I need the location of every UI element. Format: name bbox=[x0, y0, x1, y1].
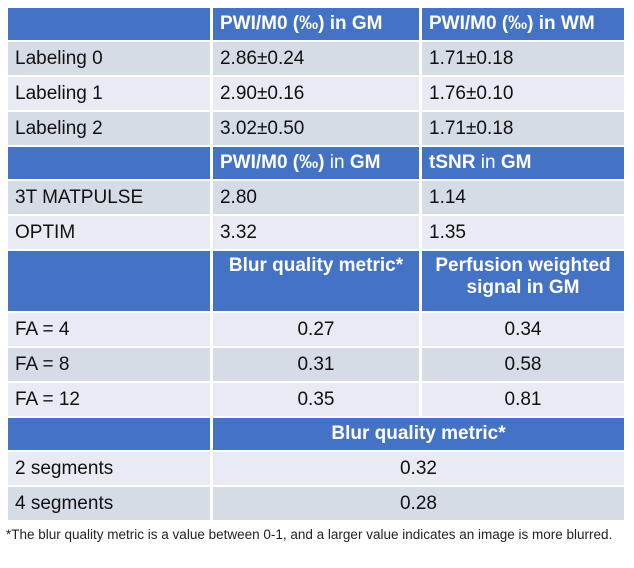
table-row: OPTIM 3.32 1.35 bbox=[8, 216, 624, 249]
row-label: FA = 12 bbox=[8, 383, 210, 416]
table-header-row-flip-angle: Blur quality metric* Perfusion weighted … bbox=[8, 251, 624, 311]
table-row: Labeling 1 2.90±0.16 1.76±0.10 bbox=[8, 77, 624, 110]
cell-value: 0.31 bbox=[212, 348, 419, 381]
cell-value: 1.71±0.18 bbox=[422, 42, 624, 75]
results-table: PWI/M0 (‰) in GM PWI/M0 (‰) in WM Labeli… bbox=[5, 6, 627, 522]
cell-value: 1.35 bbox=[422, 216, 624, 249]
row-label: 4 segments bbox=[8, 487, 210, 520]
table-row: 4 segments 0.28 bbox=[8, 487, 624, 520]
cell-value: 0.58 bbox=[422, 348, 624, 381]
cell-value: 3.02±0.50 bbox=[212, 112, 419, 145]
header-text: GM bbox=[500, 152, 532, 174]
table-footnote: *The blur quality metric is a value betw… bbox=[6, 527, 613, 542]
cell-value: 1.76±0.10 bbox=[422, 77, 624, 110]
cell-value: 2.80 bbox=[212, 181, 419, 214]
table-row: 3T MATPULSE 2.80 1.14 bbox=[8, 181, 624, 214]
cell-value: 0.32 bbox=[212, 452, 624, 485]
header-text: GM bbox=[349, 152, 381, 174]
cell-value: 0.34 bbox=[422, 313, 624, 346]
table-header-row-labeling: PWI/M0 (‰) in GM PWI/M0 (‰) in WM bbox=[8, 8, 624, 40]
header-corner-cell bbox=[8, 418, 210, 450]
cell-value: 1.71±0.18 bbox=[422, 112, 624, 145]
table-row: 2 segments 0.32 bbox=[8, 452, 624, 485]
table-header-row-segments: Blur quality metric* bbox=[8, 418, 624, 450]
header-text: in bbox=[475, 152, 501, 174]
header-corner-cell bbox=[8, 251, 210, 311]
row-label: 3T MATPULSE bbox=[8, 181, 210, 214]
row-label: 2 segments bbox=[8, 452, 210, 485]
row-label: FA = 4 bbox=[8, 313, 210, 346]
cell-value: 1.14 bbox=[422, 181, 624, 214]
cell-value: 0.35 bbox=[212, 383, 419, 416]
table-row: Labeling 0 2.86±0.24 1.71±0.18 bbox=[8, 42, 624, 75]
row-label: Labeling 0 bbox=[8, 42, 210, 75]
header-text: tSNR bbox=[429, 152, 476, 174]
cell-value: 2.86±0.24 bbox=[212, 42, 419, 75]
column-header-perfusion-signal: Perfusion weighted signal in GM bbox=[422, 251, 624, 311]
table-header-row-sequence: PWI/M0 (‰) in GM tSNR in GM bbox=[8, 147, 624, 179]
cell-value: 0.81 bbox=[422, 383, 624, 416]
column-header-blur-metric: Blur quality metric* bbox=[212, 418, 624, 450]
table-row: FA = 4 0.27 0.34 bbox=[8, 313, 624, 346]
row-label: FA = 8 bbox=[8, 348, 210, 381]
table-row: FA = 12 0.35 0.81 bbox=[8, 383, 624, 416]
column-header-tsnr-gm: tSNR in GM bbox=[422, 147, 624, 179]
cell-value: 2.90±0.16 bbox=[212, 77, 419, 110]
header-corner-cell bbox=[8, 147, 210, 179]
header-text: in bbox=[324, 152, 350, 174]
cell-value: 0.28 bbox=[212, 487, 624, 520]
header-corner-cell bbox=[8, 8, 210, 40]
cell-value: 0.27 bbox=[212, 313, 419, 346]
column-header-pwi-gm: PWI/M0 (‰) in GM bbox=[212, 147, 419, 179]
cell-value: 3.32 bbox=[212, 216, 419, 249]
row-label: Labeling 2 bbox=[8, 112, 210, 145]
row-label: Labeling 1 bbox=[8, 77, 210, 110]
column-header-pwi-gm: PWI/M0 (‰) in GM bbox=[212, 8, 419, 40]
column-header-pwi-wm: PWI/M0 (‰) in WM bbox=[422, 8, 624, 40]
header-text: PWI/M0 (‰) bbox=[219, 152, 325, 174]
table-row: FA = 8 0.31 0.58 bbox=[8, 348, 624, 381]
row-label: OPTIM bbox=[8, 216, 210, 249]
table-row: Labeling 2 3.02±0.50 1.71±0.18 bbox=[8, 112, 624, 145]
column-header-blur-metric: Blur quality metric* bbox=[212, 251, 419, 311]
